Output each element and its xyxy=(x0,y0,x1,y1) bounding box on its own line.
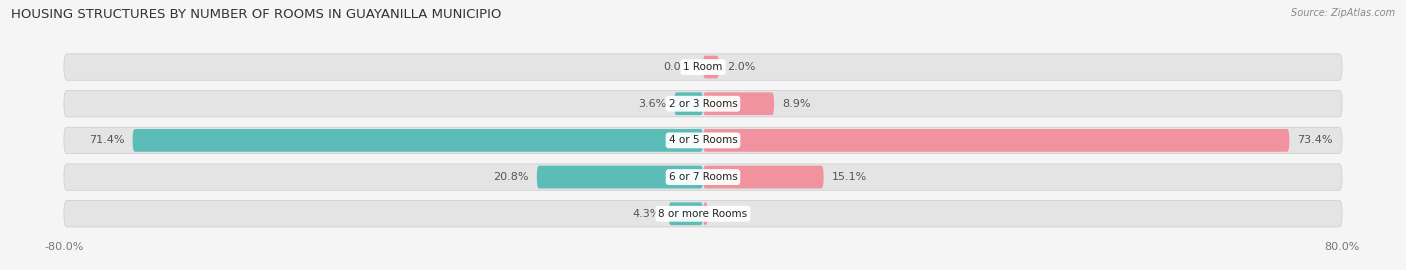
FancyBboxPatch shape xyxy=(537,166,703,188)
FancyBboxPatch shape xyxy=(703,202,707,225)
FancyBboxPatch shape xyxy=(63,201,1343,227)
Text: 2.0%: 2.0% xyxy=(727,62,755,72)
Text: 2 or 3 Rooms: 2 or 3 Rooms xyxy=(669,99,737,109)
Text: 8 or more Rooms: 8 or more Rooms xyxy=(658,209,748,219)
FancyBboxPatch shape xyxy=(675,92,703,115)
Text: 20.8%: 20.8% xyxy=(494,172,529,182)
Text: 4 or 5 Rooms: 4 or 5 Rooms xyxy=(669,135,737,146)
Text: 4.3%: 4.3% xyxy=(633,209,661,219)
Text: HOUSING STRUCTURES BY NUMBER OF ROOMS IN GUAYANILLA MUNICIPIO: HOUSING STRUCTURES BY NUMBER OF ROOMS IN… xyxy=(11,8,502,21)
FancyBboxPatch shape xyxy=(63,164,1343,190)
Text: 73.4%: 73.4% xyxy=(1298,135,1333,146)
FancyBboxPatch shape xyxy=(63,54,1343,80)
FancyBboxPatch shape xyxy=(132,129,703,152)
Text: 71.4%: 71.4% xyxy=(89,135,125,146)
Text: 0.59%: 0.59% xyxy=(716,209,751,219)
Text: 15.1%: 15.1% xyxy=(831,172,868,182)
Text: Source: ZipAtlas.com: Source: ZipAtlas.com xyxy=(1291,8,1395,18)
FancyBboxPatch shape xyxy=(63,127,1343,154)
Text: 8.9%: 8.9% xyxy=(782,99,811,109)
FancyBboxPatch shape xyxy=(669,202,703,225)
FancyBboxPatch shape xyxy=(703,166,824,188)
Text: 1 Room: 1 Room xyxy=(683,62,723,72)
Text: 3.6%: 3.6% xyxy=(638,99,666,109)
FancyBboxPatch shape xyxy=(703,56,718,78)
Text: 0.0%: 0.0% xyxy=(662,62,690,72)
FancyBboxPatch shape xyxy=(703,92,775,115)
FancyBboxPatch shape xyxy=(63,90,1343,117)
FancyBboxPatch shape xyxy=(703,129,1289,152)
Text: 6 or 7 Rooms: 6 or 7 Rooms xyxy=(669,172,737,182)
